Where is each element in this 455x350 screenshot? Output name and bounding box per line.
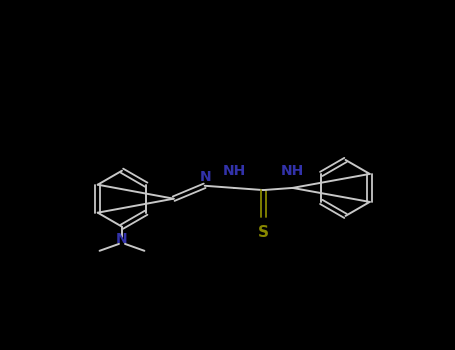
Text: N: N: [199, 170, 211, 184]
Text: S: S: [258, 225, 269, 239]
Text: N: N: [116, 232, 128, 246]
Text: NH: NH: [222, 164, 246, 178]
Text: NH: NH: [281, 164, 304, 178]
